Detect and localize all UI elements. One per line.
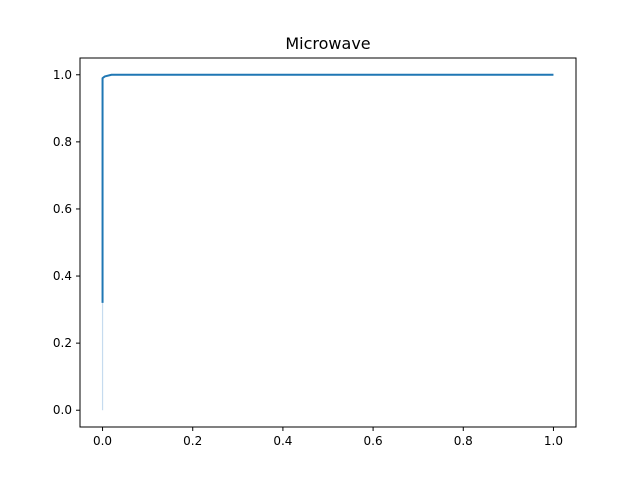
y-axis: 0.0 0.2 0.4 0.6 0.8 1.0 xyxy=(53,68,80,417)
x-tick-label: 0.0 xyxy=(93,434,112,448)
series-line-segment xyxy=(101,73,554,303)
y-tick-label: 0.6 xyxy=(53,202,72,216)
x-tick-label: 0.2 xyxy=(183,434,202,448)
x-tick-label: 1.0 xyxy=(544,434,563,448)
x-tick-label: 0.4 xyxy=(273,434,292,448)
x-axis: 0.0 0.2 0.4 0.6 0.8 1.0 xyxy=(93,427,563,448)
axes-frame xyxy=(79,57,577,428)
y-tick-label: 0.4 xyxy=(53,269,72,283)
plot-area xyxy=(101,73,554,411)
y-tick-label: 0.0 xyxy=(53,403,72,417)
x-tick-label: 0.8 xyxy=(454,434,473,448)
y-tick-label: 0.2 xyxy=(53,336,72,350)
y-tick-label: 0.8 xyxy=(53,135,72,149)
y-tick-label: 1.0 xyxy=(53,68,72,82)
x-tick-label: 0.6 xyxy=(364,434,383,448)
chart-title: Microwave xyxy=(285,34,370,53)
